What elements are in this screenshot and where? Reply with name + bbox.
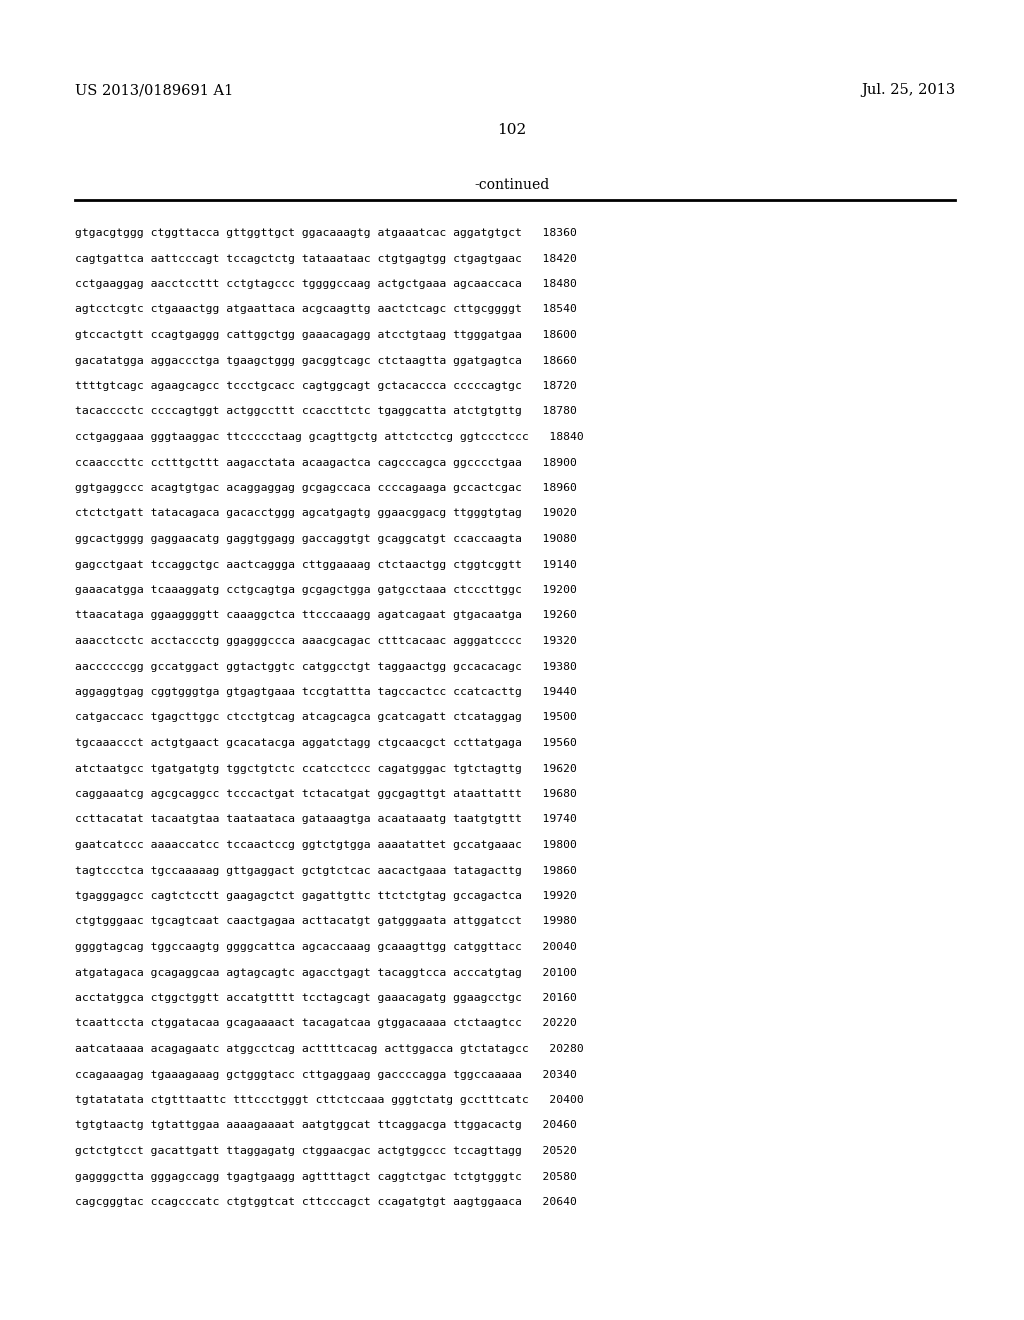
Text: ggcactgggg gaggaacatg gaggtggagg gaccaggtgt gcaggcatgt ccaccaagta   19080: ggcactgggg gaggaacatg gaggtggagg gaccagg… bbox=[75, 535, 577, 544]
Text: ttaacataga ggaaggggtt caaaggctca ttcccaaagg agatcagaat gtgacaatga   19260: ttaacataga ggaaggggtt caaaggctca ttcccaa… bbox=[75, 610, 577, 620]
Text: gaggggctta gggagccagg tgagtgaagg agttttagct caggtctgac tctgtgggtc   20580: gaggggctta gggagccagg tgagtgaagg agtttta… bbox=[75, 1172, 577, 1181]
Text: tgcaaaccct actgtgaact gcacatacga aggatctagg ctgcaacgct ccttatgaga   19560: tgcaaaccct actgtgaact gcacatacga aggatct… bbox=[75, 738, 577, 748]
Text: gacatatgga aggaccctga tgaagctggg gacggtcagc ctctaagtta ggatgagtca   18660: gacatatgga aggaccctga tgaagctggg gacggtc… bbox=[75, 355, 577, 366]
Text: atctaatgcc tgatgatgtg tggctgtctc ccatcctccc cagatgggac tgtctagttg   19620: atctaatgcc tgatgatgtg tggctgtctc ccatcct… bbox=[75, 763, 577, 774]
Text: Jul. 25, 2013: Jul. 25, 2013 bbox=[861, 83, 955, 96]
Text: atgatagaca gcagaggcaa agtagcagtc agacctgagt tacaggtcca acccatgtag   20100: atgatagaca gcagaggcaa agtagcagtc agacctg… bbox=[75, 968, 577, 978]
Text: ttttgtcagc agaagcagcc tccctgcacc cagtggcagt gctacaccca cccccagtgc   18720: ttttgtcagc agaagcagcc tccctgcacc cagtggc… bbox=[75, 381, 577, 391]
Text: aggaggtgag cggtgggtga gtgagtgaaa tccgtattta tagccactcc ccatcacttg   19440: aggaggtgag cggtgggtga gtgagtgaaa tccgtat… bbox=[75, 686, 577, 697]
Text: cctgaggaaa gggtaaggac ttccccctaag gcagttgctg attctcctcg ggtccctccc   18840: cctgaggaaa gggtaaggac ttccccctaag gcagtt… bbox=[75, 432, 584, 442]
Text: gtgacgtggg ctggttacca gttggttgct ggacaaagtg atgaaatcac aggatgtgct   18360: gtgacgtggg ctggttacca gttggttgct ggacaaa… bbox=[75, 228, 577, 238]
Text: ctctctgatt tatacagaca gacacctggg agcatgagtg ggaacggacg ttgggtgtag   19020: ctctctgatt tatacagaca gacacctggg agcatga… bbox=[75, 508, 577, 519]
Text: gaatcatccc aaaaccatcc tccaactccg ggtctgtgga aaaatattet gccatgaaac   19800: gaatcatccc aaaaccatcc tccaactccg ggtctgt… bbox=[75, 840, 577, 850]
Text: catgaccacc tgagcttggc ctcctgtcag atcagcagca gcatcagatt ctcataggag   19500: catgaccacc tgagcttggc ctcctgtcag atcagca… bbox=[75, 713, 577, 722]
Text: caggaaatcg agcgcaggcc tcccactgat tctacatgat ggcgagttgt ataattattt   19680: caggaaatcg agcgcaggcc tcccactgat tctacat… bbox=[75, 789, 577, 799]
Text: ggtgaggccc acagtgtgac acaggaggag gcgagccaca ccccagaaga gccactcgac   18960: ggtgaggccc acagtgtgac acaggaggag gcgagcc… bbox=[75, 483, 577, 492]
Text: -continued: -continued bbox=[474, 178, 550, 191]
Text: ccttacatat tacaatgtaa taataataca gataaagtga acaataaatg taatgtgttt   19740: ccttacatat tacaatgtaa taataataca gataaag… bbox=[75, 814, 577, 825]
Text: acctatggca ctggctggtt accatgtttt tcctagcagt gaaacagatg ggaagcctgc   20160: acctatggca ctggctggtt accatgtttt tcctagc… bbox=[75, 993, 577, 1003]
Text: cagcgggtac ccagcccatc ctgtggtcat cttcccagct ccagatgtgt aagtggaaca   20640: cagcgggtac ccagcccatc ctgtggtcat cttccca… bbox=[75, 1197, 577, 1206]
Text: aaacctcctc acctaccctg ggagggccca aaacgcagac ctttcacaac agggatcccc   19320: aaacctcctc acctaccctg ggagggccca aaacgca… bbox=[75, 636, 577, 645]
Text: aaccccccgg gccatggact ggtactggtc catggcctgt taggaactgg gccacacagc   19380: aaccccccgg gccatggact ggtactggtc catggcc… bbox=[75, 661, 577, 672]
Text: tcaattccta ctggatacaa gcagaaaact tacagatcaa gtggacaaaa ctctaagtcc   20220: tcaattccta ctggatacaa gcagaaaact tacagat… bbox=[75, 1019, 577, 1028]
Text: gagcctgaat tccaggctgc aactcaggga cttggaaaag ctctaactgg ctggtcggtt   19140: gagcctgaat tccaggctgc aactcaggga cttggaa… bbox=[75, 560, 577, 569]
Text: gctctgtcct gacattgatt ttaggagatg ctggaacgac actgtggccc tccagttagg   20520: gctctgtcct gacattgatt ttaggagatg ctggaac… bbox=[75, 1146, 577, 1156]
Text: tagtccctca tgccaaaaag gttgaggact gctgtctcac aacactgaaa tatagacttg   19860: tagtccctca tgccaaaaag gttgaggact gctgtct… bbox=[75, 866, 577, 875]
Text: aatcataaaa acagagaatc atggcctcag acttttcacag acttggacca gtctatagcc   20280: aatcataaaa acagagaatc atggcctcag acttttc… bbox=[75, 1044, 584, 1053]
Text: ggggtagcag tggccaagtg ggggcattca agcaccaaag gcaaagttgg catggttacc   20040: ggggtagcag tggccaagtg ggggcattca agcacca… bbox=[75, 942, 577, 952]
Text: ccaacccttc cctttgcttt aagacctata acaagactca cagcccagca ggcccctgaa   18900: ccaacccttc cctttgcttt aagacctata acaagac… bbox=[75, 458, 577, 467]
Text: gaaacatgga tcaaaggatg cctgcagtga gcgagctgga gatgcctaaa ctcccttggc   19200: gaaacatgga tcaaaggatg cctgcagtga gcgagct… bbox=[75, 585, 577, 595]
Text: tgagggagcc cagtctcctt gaagagctct gagattgttc ttctctgtag gccagactca   19920: tgagggagcc cagtctcctt gaagagctct gagattg… bbox=[75, 891, 577, 902]
Text: ctgtgggaac tgcagtcaat caactgagaa acttacatgt gatgggaata attggatcct   19980: ctgtgggaac tgcagtcaat caactgagaa acttaca… bbox=[75, 916, 577, 927]
Text: tgtgtaactg tgtattggaa aaaagaaaat aatgtggcat ttcaggacga ttggacactg   20460: tgtgtaactg tgtattggaa aaaagaaaat aatgtgg… bbox=[75, 1121, 577, 1130]
Text: ccagaaagag tgaaagaaag gctgggtacc cttgaggaag gaccccagga tggccaaaaa   20340: ccagaaagag tgaaagaaag gctgggtacc cttgagg… bbox=[75, 1069, 577, 1080]
Text: 102: 102 bbox=[498, 123, 526, 137]
Text: US 2013/0189691 A1: US 2013/0189691 A1 bbox=[75, 83, 233, 96]
Text: cagtgattca aattcccagt tccagctctg tataaataac ctgtgagtgg ctgagtgaac   18420: cagtgattca aattcccagt tccagctctg tataaat… bbox=[75, 253, 577, 264]
Text: gtccactgtt ccagtgaggg cattggctgg gaaacagagg atcctgtaag ttgggatgaa   18600: gtccactgtt ccagtgaggg cattggctgg gaaacag… bbox=[75, 330, 577, 341]
Text: agtcctcgtc ctgaaactgg atgaattaca acgcaagttg aactctcagc cttgcggggt   18540: agtcctcgtc ctgaaactgg atgaattaca acgcaag… bbox=[75, 305, 577, 314]
Text: cctgaaggag aacctccttt cctgtagccc tggggccaag actgctgaaa agcaaccaca   18480: cctgaaggag aacctccttt cctgtagccc tggggcc… bbox=[75, 279, 577, 289]
Text: tgtatatata ctgtttaattc tttccctgggt cttctccaaa gggtctatg gcctttcatc   20400: tgtatatata ctgtttaattc tttccctgggt cttct… bbox=[75, 1096, 584, 1105]
Text: tacacccctc ccccagtggt actggccttt ccaccttctc tgaggcatta atctgtgttg   18780: tacacccctc ccccagtggt actggccttt ccacctt… bbox=[75, 407, 577, 417]
